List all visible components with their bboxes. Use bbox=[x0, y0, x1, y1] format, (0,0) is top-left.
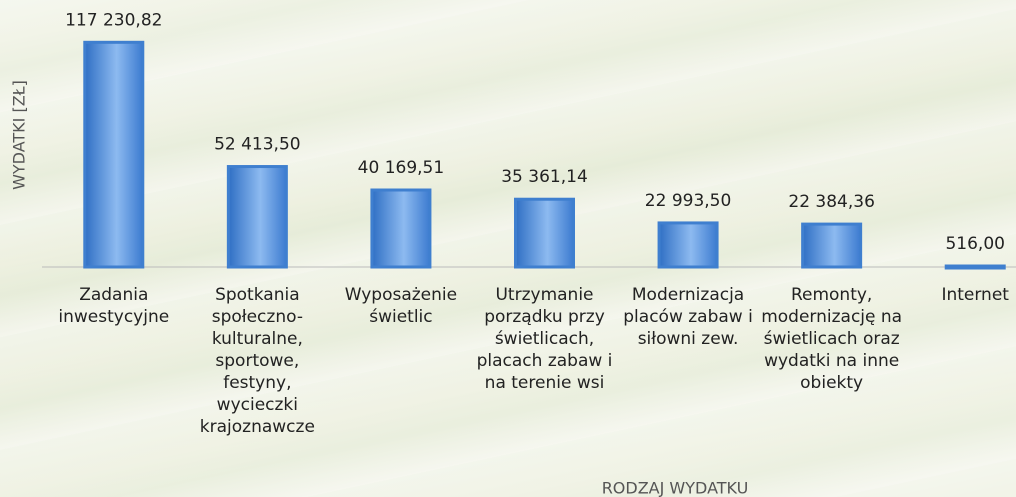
value-label: 117 230,82 bbox=[65, 10, 162, 30]
bar bbox=[516, 199, 574, 267]
x-tick-label: Remonty, modernizację na świetlicach ora… bbox=[757, 284, 907, 394]
chart: WYDATKI [ZŁ] RODZAJ WYDATKU 117 230,82 52… bbox=[0, 0, 1016, 497]
bar bbox=[228, 167, 286, 267]
value-label: 22 993,50 bbox=[645, 191, 732, 211]
plot: WYDATKI [ZŁ] RODZAJ WYDATKU 117 230,82 52… bbox=[0, 0, 1016, 497]
x-tick-label: Utrzymanie porządku przy świetlicach, pl… bbox=[470, 284, 620, 394]
value-label: 52 413,50 bbox=[214, 135, 301, 155]
x-tick-label: Wyposażenie świetlic bbox=[326, 284, 476, 328]
bar bbox=[372, 190, 430, 267]
value-label: 516,00 bbox=[945, 234, 1004, 254]
value-label: 40 169,51 bbox=[358, 158, 445, 178]
bar bbox=[946, 266, 1004, 268]
x-axis-label: RODZAJ WYDATKU bbox=[602, 479, 749, 497]
bar bbox=[659, 223, 717, 267]
bar bbox=[803, 224, 861, 267]
bar bbox=[85, 42, 143, 267]
value-label: 22 384,36 bbox=[788, 192, 875, 212]
value-label: 35 361,14 bbox=[501, 167, 588, 187]
x-tick-label: Zadania inwestycyjne bbox=[39, 284, 189, 328]
x-tick-label: Modernizacja placów zabaw i siłowni zew. bbox=[613, 284, 763, 350]
x-tick-label: Internet bbox=[900, 284, 1016, 306]
x-tick-label: Spotkania społeczno- kulturalne, sportow… bbox=[182, 284, 332, 438]
y-axis-label: WYDATKI [ZŁ] bbox=[10, 80, 29, 190]
